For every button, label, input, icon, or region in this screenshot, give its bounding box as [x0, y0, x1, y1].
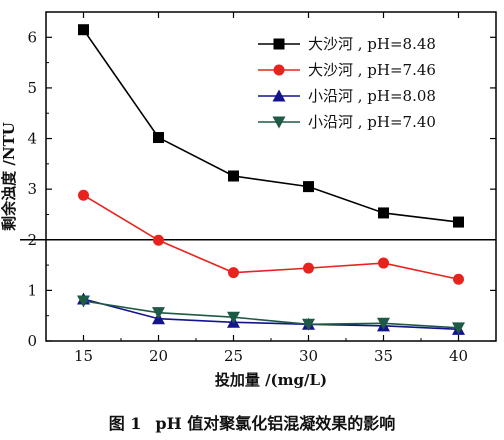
- y-tick-label: 1: [27, 281, 37, 299]
- y-tick-label: 3: [27, 180, 37, 198]
- x-tick-label: 15: [74, 347, 93, 365]
- data-point-series-1: [78, 24, 89, 36]
- legend-label-1: 大沙河 , pH=8.48: [308, 35, 436, 53]
- x-tick-label: 30: [299, 347, 318, 365]
- x-tick-label: 35: [374, 347, 393, 365]
- series-line-1: [82, 29, 459, 223]
- x-tick-label: 40: [449, 347, 468, 365]
- y-axis-title: 剩余浊度 /NTU: [0, 122, 18, 231]
- data-point-series-4: [377, 317, 390, 330]
- legend-label-2: 大沙河 , pH=7.46: [308, 61, 436, 79]
- figure-number: 图 1: [108, 414, 142, 433]
- x-axis-title: 投加量 /(mg/L): [215, 371, 327, 389]
- figure-caption-text: pH 值对聚氯化铝混凝效果的影响: [155, 414, 396, 433]
- data-point-series-1: [453, 216, 464, 228]
- legend-label-3: 小沿河 , pH=8.08: [308, 87, 436, 105]
- legend-marker-4: [272, 116, 286, 129]
- legend-marker-1: [273, 38, 285, 50]
- series-line-4: [83, 300, 459, 329]
- y-tick-label: 0: [27, 332, 37, 350]
- data-point-series-1: [228, 170, 239, 182]
- figure-caption: 图 1 pH 值对聚氯化铝混凝效果的影响: [0, 410, 504, 434]
- y-tick-label: 6: [27, 28, 37, 46]
- data-point-series-2: [228, 267, 239, 279]
- y-tick-label: 5: [27, 79, 37, 97]
- y-tick-label: 4: [27, 130, 37, 148]
- data-point-series-2: [378, 257, 389, 269]
- data-point-series-2: [78, 189, 89, 201]
- data-point-series-4: [77, 295, 90, 308]
- data-point-series-4: [302, 318, 315, 331]
- x-tick-label: 25: [224, 347, 243, 365]
- series-line-3: [83, 298, 459, 331]
- data-point-series-4: [152, 307, 165, 320]
- data-point-series-2: [153, 234, 164, 246]
- data-point-series-2: [453, 273, 464, 285]
- x-tick-label: 20: [149, 347, 168, 365]
- data-point-series-1: [378, 207, 389, 219]
- data-point-series-1: [153, 132, 164, 144]
- data-point-series-2: [303, 262, 314, 274]
- data-point-series-4: [227, 311, 240, 324]
- legend-label-4: 小沿河 , pH=7.40: [308, 113, 436, 131]
- legend-marker-2: [273, 64, 285, 76]
- data-point-series-1: [303, 181, 314, 193]
- legend-marker-3: [272, 89, 286, 102]
- data-point-series-4: [452, 322, 465, 335]
- series-line-2: [83, 194, 459, 281]
